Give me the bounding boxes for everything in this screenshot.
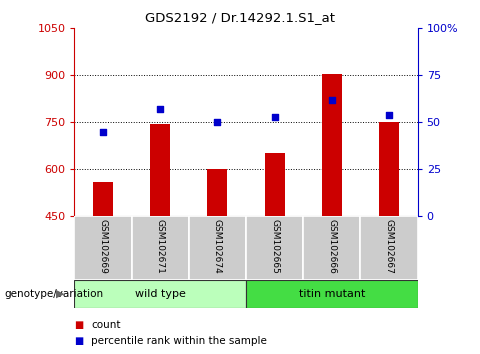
Point [328, 97, 336, 102]
Text: genotype/variation: genotype/variation [5, 289, 104, 299]
Text: ■: ■ [74, 336, 84, 346]
Text: GSM102671: GSM102671 [156, 219, 165, 274]
Text: GSM102666: GSM102666 [327, 219, 336, 274]
Text: GSM102669: GSM102669 [98, 219, 108, 274]
Bar [207, 169, 228, 216]
Point [156, 106, 164, 112]
Bar [93, 182, 113, 216]
Bar [322, 74, 342, 216]
Point [214, 119, 221, 125]
Bar [246, 280, 418, 308]
Bar [360, 216, 418, 280]
Bar [150, 124, 170, 216]
Text: ▶: ▶ [56, 289, 65, 299]
Bar [132, 216, 189, 280]
Text: GSM102674: GSM102674 [213, 219, 222, 274]
Text: GDS2192 / Dr.14292.1.S1_at: GDS2192 / Dr.14292.1.S1_at [145, 11, 335, 24]
Bar [264, 153, 285, 216]
Bar [74, 280, 246, 308]
Bar [74, 216, 132, 280]
Text: GSM102665: GSM102665 [270, 219, 279, 274]
Text: ■: ■ [74, 320, 84, 330]
Text: titin mutant: titin mutant [299, 289, 365, 299]
Text: wild type: wild type [135, 289, 186, 299]
Text: percentile rank within the sample: percentile rank within the sample [91, 336, 267, 346]
Bar [189, 216, 246, 280]
Point [271, 114, 278, 119]
Text: count: count [91, 320, 120, 330]
Text: GSM102667: GSM102667 [384, 219, 394, 274]
Bar [379, 122, 399, 216]
Bar [246, 216, 303, 280]
Bar [303, 216, 360, 280]
Point [99, 129, 107, 134]
Point [385, 112, 393, 118]
